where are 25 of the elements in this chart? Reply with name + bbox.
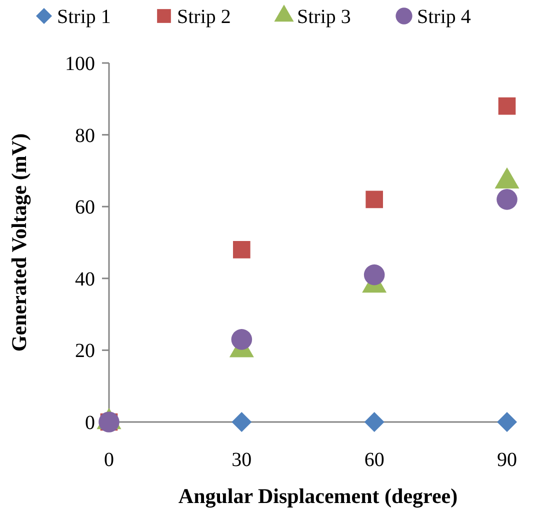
y-tick-label: 0 xyxy=(85,412,95,434)
y-tick-label: 80 xyxy=(75,124,95,147)
point xyxy=(231,329,252,350)
x-tick-label: 60 xyxy=(364,449,384,471)
legend-label: Strip 4 xyxy=(417,6,471,28)
point xyxy=(497,412,517,432)
point xyxy=(233,241,250,258)
x-tick-label: 0 xyxy=(104,449,114,471)
y-tick-label: 20 xyxy=(75,340,95,362)
y-tick-label: 100 xyxy=(65,53,95,75)
legend-label: Strip 3 xyxy=(297,6,351,28)
legend-label: Strip 2 xyxy=(177,6,231,28)
point xyxy=(498,97,516,115)
point xyxy=(366,190,383,208)
legend-label: Strip 1 xyxy=(57,6,111,28)
point xyxy=(496,189,518,210)
point xyxy=(364,264,385,286)
y-tick-label: 60 xyxy=(75,196,95,219)
x-axis-title: Angular Displacement (degree) xyxy=(178,484,458,508)
x-tick-label: 30 xyxy=(232,449,252,471)
y-axis-title: Generated Voltage (mV) xyxy=(7,133,31,352)
y-tick-label: 40 xyxy=(75,268,95,290)
x-tick-label: 90 xyxy=(497,449,517,471)
point xyxy=(232,412,252,432)
point xyxy=(364,412,384,432)
